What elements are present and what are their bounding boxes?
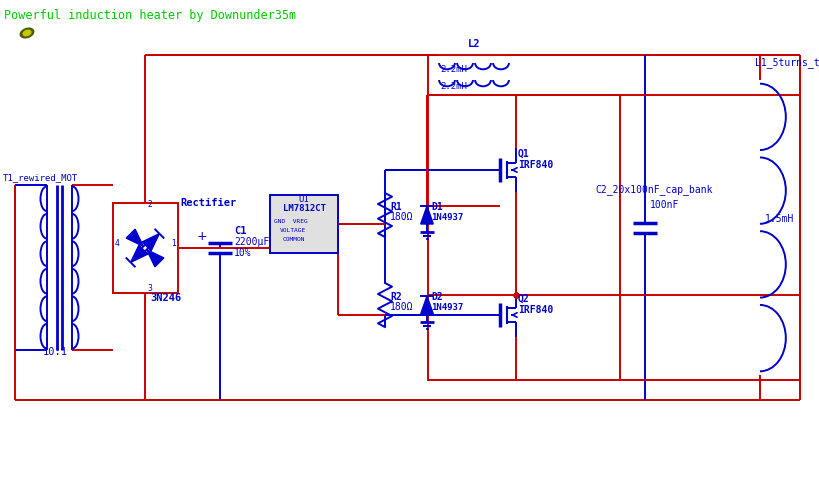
Ellipse shape — [20, 28, 34, 38]
Text: Q2: Q2 — [518, 294, 530, 304]
Polygon shape — [421, 296, 433, 314]
Text: 180Ω: 180Ω — [390, 212, 414, 222]
Text: C1: C1 — [234, 226, 247, 236]
Text: +: + — [197, 230, 207, 243]
Text: L1_5turns_thick_copper_pipe: L1_5turns_thick_copper_pipe — [755, 57, 819, 68]
Text: D1: D1 — [431, 202, 443, 212]
Text: VOLTAGE: VOLTAGE — [280, 228, 306, 233]
Polygon shape — [421, 206, 433, 224]
Text: 1N4937: 1N4937 — [431, 213, 464, 222]
Text: Powerful induction heater by Downunder35m: Powerful induction heater by Downunder35… — [4, 9, 296, 22]
Text: L2: L2 — [468, 39, 480, 49]
Text: U1: U1 — [299, 195, 310, 204]
Text: COMMON: COMMON — [283, 237, 305, 242]
Text: 10:1: 10:1 — [43, 347, 67, 357]
Text: Q1: Q1 — [518, 149, 530, 159]
Polygon shape — [131, 245, 147, 262]
Bar — [270, 195, 338, 253]
Text: GND  VREG: GND VREG — [274, 219, 308, 224]
Polygon shape — [147, 250, 164, 267]
Text: R2: R2 — [390, 292, 402, 302]
Text: 1.5mH: 1.5mH — [765, 214, 794, 225]
Text: 100nF: 100nF — [650, 200, 680, 209]
Text: C2_20x100nF_cap_bank: C2_20x100nF_cap_bank — [595, 185, 713, 195]
Text: 1: 1 — [170, 239, 175, 248]
Text: 4: 4 — [115, 239, 120, 248]
Polygon shape — [126, 229, 143, 246]
Bar — [428, 95, 620, 380]
Text: 3: 3 — [147, 284, 152, 293]
Text: 3N246: 3N246 — [150, 293, 181, 303]
Text: T1_rewired_MOT: T1_rewired_MOT — [3, 173, 79, 182]
Text: 180Ω: 180Ω — [390, 302, 414, 312]
Text: 2.2mH: 2.2mH — [440, 82, 467, 91]
Ellipse shape — [23, 30, 31, 36]
Text: 1N4937: 1N4937 — [431, 303, 464, 312]
Text: LM7812CT: LM7812CT — [283, 204, 325, 213]
Text: Rectifier: Rectifier — [180, 198, 237, 208]
Bar — [112, 203, 178, 293]
Text: D2: D2 — [431, 292, 443, 302]
Text: 2: 2 — [147, 200, 152, 209]
Text: IRF840: IRF840 — [518, 305, 554, 315]
Polygon shape — [143, 234, 160, 251]
Text: 10%: 10% — [234, 248, 251, 258]
Text: 2200μF: 2200μF — [234, 237, 269, 247]
Text: R1: R1 — [390, 202, 402, 212]
Text: IRF840: IRF840 — [518, 160, 554, 170]
Text: 2.2mH: 2.2mH — [440, 65, 467, 74]
